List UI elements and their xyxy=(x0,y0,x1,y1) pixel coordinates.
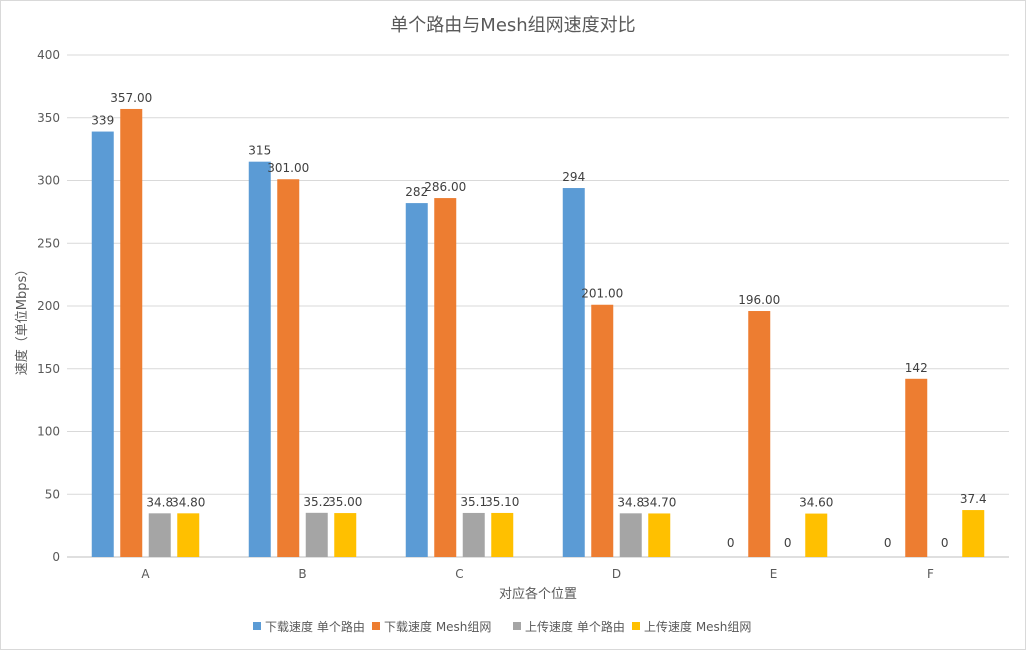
y-tick-label: 150 xyxy=(37,362,60,376)
bar xyxy=(277,179,300,557)
x-axis-title: 对应各个位置 xyxy=(499,586,577,602)
data-labels: 339357.0034.834.80315301.0035.235.002822… xyxy=(91,91,986,550)
data-label: 282 xyxy=(405,185,428,199)
legend-swatch xyxy=(513,622,521,630)
bar xyxy=(905,378,928,557)
data-label: 35.2 xyxy=(303,495,330,509)
y-tick-label: 0 xyxy=(52,550,60,564)
bar xyxy=(462,512,485,557)
data-label: 201.00 xyxy=(581,287,623,301)
bar xyxy=(591,304,614,557)
bar xyxy=(120,108,143,557)
data-label: 294 xyxy=(562,170,585,184)
data-label: 35.10 xyxy=(485,495,519,509)
x-tick-label: B xyxy=(298,567,306,581)
y-axis-ticks: 0 50 100 150 200 250 300 350 400 xyxy=(37,48,60,564)
bar xyxy=(177,513,200,557)
bar xyxy=(248,161,271,558)
legend-label: 下载速度 Mesh组网 xyxy=(384,619,491,634)
data-label: 196.00 xyxy=(738,293,780,307)
bar xyxy=(748,311,771,557)
data-label: 0 xyxy=(784,536,792,550)
legend-swatch xyxy=(372,622,380,630)
data-label: 315 xyxy=(248,144,271,158)
x-tick-label: D xyxy=(612,567,621,581)
y-tick-label: 200 xyxy=(37,299,60,313)
bars xyxy=(91,108,985,558)
x-tick-label: F xyxy=(927,567,934,581)
legend-label: 下载速度 单个路由 xyxy=(265,619,365,634)
bar xyxy=(305,512,328,557)
y-tick-label: 400 xyxy=(37,48,60,62)
bar xyxy=(405,203,428,557)
data-label: 142 xyxy=(905,361,928,375)
bar xyxy=(562,188,585,557)
data-label: 34.8 xyxy=(617,495,644,509)
legend-label: 上传速度 Mesh组网 xyxy=(644,619,751,634)
data-label: 357.00 xyxy=(110,91,152,105)
bar xyxy=(491,512,514,557)
data-label: 34.70 xyxy=(642,495,676,509)
x-tick-label: A xyxy=(141,567,150,581)
data-label: 35.00 xyxy=(328,495,362,509)
bar xyxy=(619,513,642,557)
y-tick-label: 300 xyxy=(37,174,60,188)
data-label: 286.00 xyxy=(424,180,466,194)
data-label: 0 xyxy=(727,536,735,550)
x-tick-label: C xyxy=(455,567,463,581)
y-tick-label: 250 xyxy=(37,236,60,250)
bar xyxy=(962,510,985,557)
y-axis-title: 速度（单位Mbps） xyxy=(14,263,30,376)
bar xyxy=(648,513,671,557)
x-axis-ticks: A B C D E F xyxy=(141,567,934,581)
bar xyxy=(148,513,171,557)
bar xyxy=(334,513,357,557)
y-tick-label: 350 xyxy=(37,111,60,125)
data-label: 34.80 xyxy=(171,495,205,509)
legend-swatch xyxy=(632,622,640,630)
chart-title: 单个路由与Mesh组网速度对比 xyxy=(390,15,635,36)
bar xyxy=(434,198,457,557)
legend-label: 上传速度 单个路由 xyxy=(525,619,625,634)
data-label: 35.1 xyxy=(460,495,487,509)
legend: 下载速度 单个路由 下载速度 Mesh组网 上传速度 单个路由 上传速度 Mesh组网 xyxy=(253,619,751,634)
data-label: 34.60 xyxy=(799,496,833,510)
data-label: 339 xyxy=(91,114,114,128)
y-tick-label: 100 xyxy=(37,425,60,439)
data-label: 37.4 xyxy=(960,492,987,506)
gridlines xyxy=(67,54,1009,495)
x-tick-label: E xyxy=(770,567,778,581)
data-label: 0 xyxy=(941,536,949,550)
data-label: 0 xyxy=(884,536,892,550)
data-label: 301.00 xyxy=(267,161,309,175)
y-tick-label: 50 xyxy=(45,487,60,501)
bar xyxy=(805,513,828,557)
bar xyxy=(91,131,114,557)
data-label: 34.8 xyxy=(146,495,173,509)
legend-swatch xyxy=(253,622,261,630)
